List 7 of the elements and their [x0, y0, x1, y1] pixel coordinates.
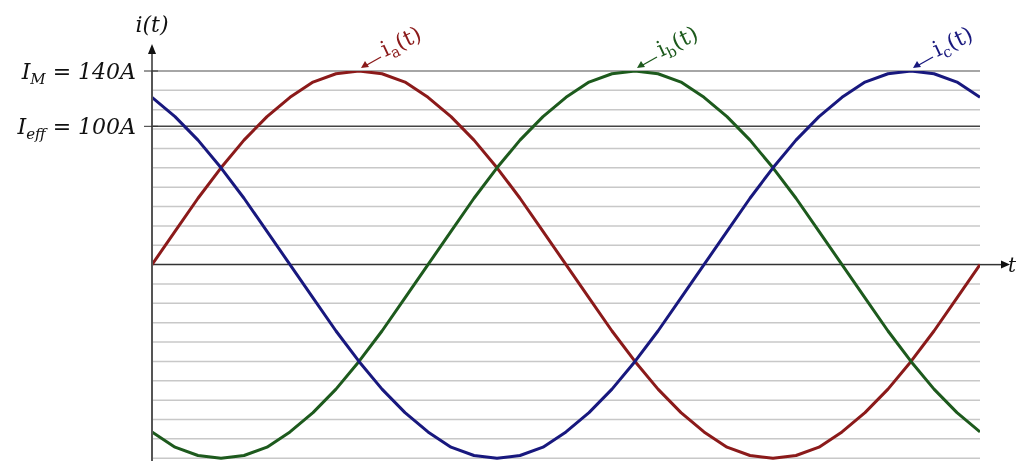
y-tick-label: I$_{M}$ = 140A [20, 58, 136, 88]
text: i$_{c}$(t) [928, 21, 977, 62]
text: i$_{b}$(t) [652, 20, 702, 62]
x-axis-title: t [1007, 252, 1017, 277]
y-axis-title: i(t) [135, 12, 169, 37]
text: i$_{a}$(t) [376, 21, 426, 62]
y-tick-label: I$_{eff}$ = 100A [16, 114, 136, 143]
